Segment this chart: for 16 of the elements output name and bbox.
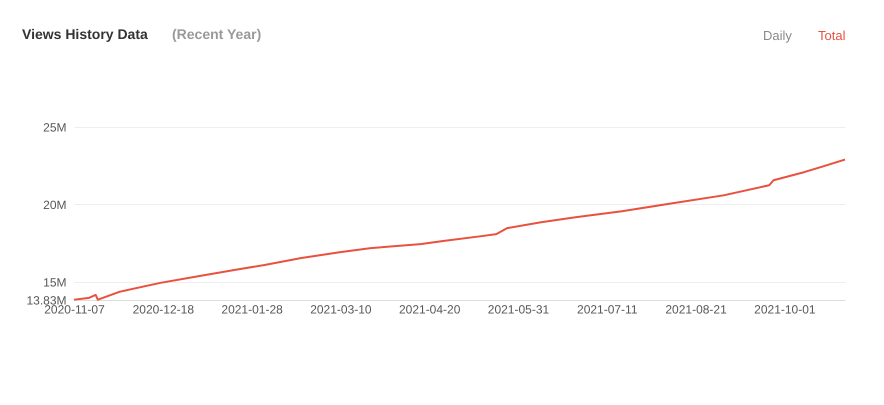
x-tick-label: 2021-04-20 — [398, 302, 461, 316]
x-tick-label: 2021-10-01 — [754, 302, 816, 316]
x-tick-label: 2021-07-11 — [577, 302, 638, 316]
x-tick-label: 2021-01-28 — [221, 302, 284, 316]
text: Daily — [763, 28, 792, 43]
y-tick-label: 15M — [43, 275, 67, 290]
x-tick-label: 2020-12-18 — [132, 302, 194, 316]
x-tick-label: 2021-03-10 — [310, 302, 372, 316]
chart-title: Views History Data — [22, 26, 148, 42]
line-series — [73, 158, 846, 301]
x-tick-label: 2021-08-21 — [665, 302, 728, 316]
y-tick-label: 20M — [43, 198, 67, 212]
x-tick-label: 2021-05-31 — [488, 302, 550, 316]
chart-subtitle: (Recent Year) — [172, 26, 262, 42]
y-tick-label: 25M — [43, 120, 67, 134]
text: Total — [818, 28, 846, 43]
